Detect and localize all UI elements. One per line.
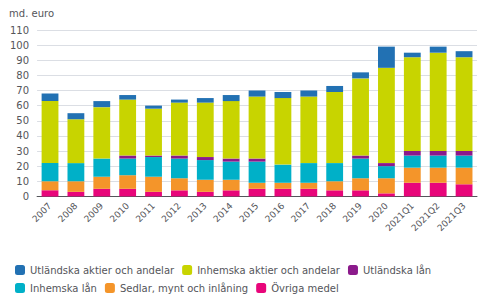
- svg-text:100: 100: [10, 40, 29, 51]
- svg-text:70: 70: [16, 85, 29, 96]
- svg-text:20: 20: [16, 161, 29, 172]
- svg-text:Utländska aktier och andelar: Utländska aktier och andelar: [30, 265, 175, 276]
- svg-text:110: 110: [10, 25, 29, 36]
- svg-text:2008: 2008: [56, 201, 79, 224]
- svg-text:80: 80: [16, 70, 29, 81]
- svg-text:2021Q2: 2021Q2: [409, 200, 442, 234]
- svg-text:Sedlar, mynt och inlåning: Sedlar, mynt och inlåning: [120, 282, 248, 294]
- svg-text:30: 30: [16, 146, 29, 157]
- svg-text:2014: 2014: [211, 201, 234, 224]
- svg-text:Inhemska lån: Inhemska lån: [30, 282, 97, 294]
- svg-text:2012: 2012: [160, 201, 183, 224]
- svg-text:2010: 2010: [108, 201, 131, 224]
- svg-text:2009: 2009: [82, 201, 105, 224]
- svg-text:2021Q1: 2021Q1: [383, 200, 416, 234]
- svg-text:2007: 2007: [30, 201, 53, 224]
- svg-text:50: 50: [16, 115, 29, 126]
- svg-text:2021Q3: 2021Q3: [435, 201, 467, 233]
- svg-text:90: 90: [16, 55, 29, 66]
- svg-text:2016: 2016: [263, 201, 286, 224]
- svg-text:2011: 2011: [134, 201, 157, 224]
- svg-text:60: 60: [16, 100, 29, 111]
- svg-text:10: 10: [16, 176, 29, 187]
- svg-text:2013: 2013: [186, 201, 209, 224]
- svg-text:40: 40: [16, 130, 29, 141]
- svg-text:2018: 2018: [315, 201, 338, 224]
- svg-text:2017: 2017: [289, 201, 312, 224]
- svg-text:md. euro: md. euro: [9, 8, 54, 19]
- svg-text:Övriga medel: Övriga medel: [271, 282, 339, 294]
- svg-text:Utländska lån: Utländska lån: [363, 264, 431, 276]
- svg-text:Inhemska aktier och andelar: Inhemska aktier och andelar: [197, 265, 341, 276]
- svg-text:2019: 2019: [341, 201, 364, 224]
- svg-text:2015: 2015: [237, 201, 260, 224]
- svg-text:2020: 2020: [367, 201, 390, 224]
- svg-text:0: 0: [23, 191, 29, 202]
